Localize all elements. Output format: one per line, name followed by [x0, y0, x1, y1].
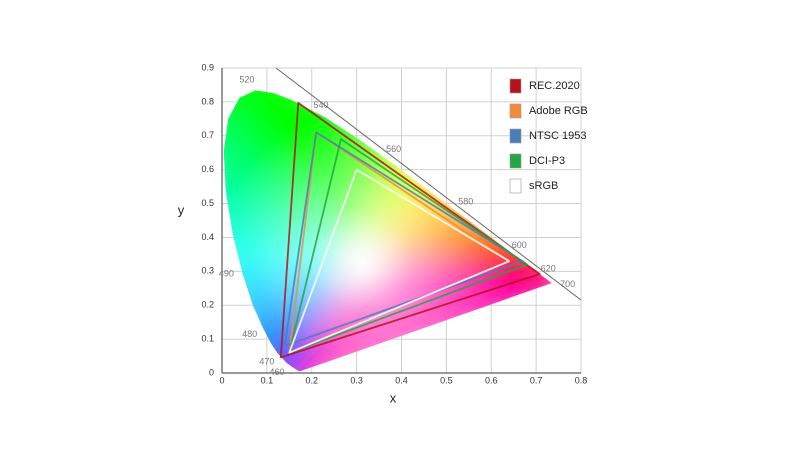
wavelength-label: 560: [386, 144, 401, 154]
legend-label: REC.2020: [529, 80, 580, 92]
legend-swatch: [509, 178, 522, 194]
x-tick-label: 0.5: [440, 375, 453, 385]
y-tick-label: 0.3: [201, 266, 214, 276]
y-tick-label: 0.7: [201, 130, 214, 140]
y-tick-label: 0.6: [201, 164, 214, 174]
gamuts: [279, 102, 541, 359]
x-tick-label: 0.7: [530, 375, 543, 385]
wavelength-label: 470: [259, 357, 274, 367]
x-tick-label: 0.2: [305, 375, 318, 385]
gamut-triangle: [288, 138, 529, 354]
wavelength-label: 490: [219, 269, 234, 279]
x-tick-label: 0.1: [261, 375, 274, 385]
wavelength-label: 480: [242, 329, 257, 339]
reference-line: [275, 67, 582, 301]
wavelength-label: 700: [560, 279, 575, 289]
wavelength-label: 540: [314, 100, 329, 110]
wavelength-label: 620: [541, 263, 556, 273]
y-tick-label: 0.8: [201, 96, 214, 106]
legend-label: sRGB: [529, 180, 558, 192]
gamut-triangle: [283, 131, 524, 347]
legend-swatch: [509, 78, 522, 94]
y-tick-label: 0.9: [201, 62, 214, 72]
wavelength-label: 580: [458, 196, 473, 206]
legend-label: Adobe RGB: [529, 105, 588, 117]
x-tick-label: 0.6: [485, 375, 498, 385]
wavelength-label: 460: [270, 367, 285, 377]
gamut-triangle: [288, 168, 511, 354]
x-axis-title: x: [390, 390, 397, 405]
y-tick-label: 0.5: [201, 198, 214, 208]
labels: 0 0.1 0.2 0.3 0.4 0.5 0.6 0.7 0.8 0 0.1 0.2 0.3 0.4 0.…: [201, 62, 587, 385]
wavelength-label: 520: [239, 75, 254, 85]
y-tick-label: 0.1: [201, 333, 214, 343]
y-tick-label: 0: [209, 367, 214, 377]
legend-label: DCI-P3: [529, 155, 565, 167]
legend-swatch: [509, 128, 522, 144]
x-tick-label: 0: [219, 375, 224, 385]
legend-label: NTSC 1953: [529, 130, 586, 142]
y-tick-label: 0.2: [201, 300, 214, 310]
y-tick-label: 0.4: [201, 232, 214, 242]
wavelength-label: 600: [512, 240, 527, 250]
y-axis-title: y: [178, 202, 185, 217]
x-tick-label: 0.4: [395, 375, 408, 385]
legend-swatch: [509, 153, 522, 169]
x-tick-label: 0.8: [575, 375, 588, 385]
x-tick-label: 0.3: [350, 375, 363, 385]
legend-swatch: [509, 103, 522, 119]
gamut-triangle: [279, 102, 541, 359]
